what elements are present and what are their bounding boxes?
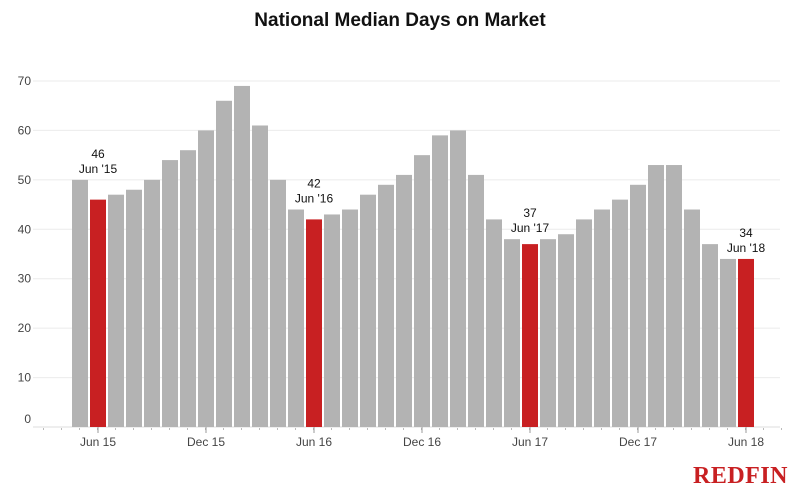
- x-tick-label: Dec 16: [403, 435, 441, 449]
- x-tick-label: Jun 18: [728, 435, 764, 449]
- bar-jun-16: [306, 219, 322, 427]
- y-tick-label: 0: [24, 412, 31, 426]
- bar-apr-16: [270, 179, 286, 427]
- y-tick-label: 60: [18, 123, 32, 137]
- annotation-value: 37: [523, 206, 537, 220]
- bar-oct-17: [594, 209, 610, 427]
- bar-mar-16: [252, 125, 268, 427]
- bar-oct-16: [378, 184, 394, 427]
- y-tick-label: 40: [18, 222, 32, 236]
- y-tick-label: 70: [18, 74, 32, 88]
- bar-may-18: [720, 258, 736, 427]
- bar-jun-18: [738, 258, 754, 427]
- bar-jul-16: [324, 214, 340, 427]
- bar-jan-17: [432, 135, 448, 427]
- bar-sep-15: [144, 179, 160, 427]
- bar-may-16: [288, 209, 304, 427]
- bar-jun-15: [90, 199, 106, 427]
- x-tick-label: Jun 15: [80, 435, 116, 449]
- annotation-label: Jun '17: [511, 221, 550, 235]
- bar-mar-17: [468, 174, 484, 427]
- x-tick-label: Jun 16: [296, 435, 332, 449]
- y-tick-label: 30: [18, 272, 32, 286]
- bar-oct-15: [162, 160, 178, 428]
- bar-jan-16: [216, 100, 232, 428]
- bar-nov-17: [612, 199, 628, 427]
- bar-aug-16: [342, 209, 358, 427]
- bar-sep-17: [576, 219, 592, 427]
- bar-apr-17: [486, 219, 502, 427]
- bar-dec-16: [414, 155, 430, 427]
- bar-feb-17: [450, 130, 466, 427]
- bar-jul-17: [540, 239, 556, 427]
- x-tick-label: Jun 17: [512, 435, 548, 449]
- y-tick-label: 50: [18, 173, 32, 187]
- y-tick-label: 10: [18, 371, 32, 385]
- annotation-label: Jun '18: [727, 241, 766, 255]
- bar-sep-16: [360, 194, 376, 427]
- bar-aug-17: [558, 234, 574, 427]
- annotation-label: Jun '15: [79, 162, 118, 176]
- x-tick-label: Dec 17: [619, 435, 657, 449]
- bar-nov-16: [396, 174, 412, 427]
- bar-dec-15: [198, 130, 214, 427]
- bar-may-17: [504, 239, 520, 427]
- bar-dec-17: [630, 184, 646, 427]
- annotation-value: 46: [91, 147, 105, 161]
- bar-mar-18: [684, 209, 700, 427]
- bar-jul-15: [108, 194, 124, 427]
- bar-feb-18: [666, 165, 682, 427]
- bar-feb-16: [234, 85, 250, 427]
- annotation-value: 34: [739, 226, 753, 240]
- x-tick-label: Dec 15: [187, 435, 225, 449]
- bar-may-15: [72, 179, 88, 427]
- bar-apr-18: [702, 244, 718, 427]
- chart-title: National Median Days on Market: [254, 10, 546, 31]
- annotation-value: 42: [307, 177, 321, 191]
- redfin-logo: REDFIN: [692, 463, 788, 489]
- bar-aug-15: [126, 189, 142, 427]
- bar-nov-15: [180, 150, 196, 427]
- bar-jan-18: [648, 165, 664, 427]
- annotation-label: Jun '16: [295, 192, 334, 206]
- bar-jun-17: [522, 244, 538, 427]
- y-tick-label: 20: [18, 321, 32, 335]
